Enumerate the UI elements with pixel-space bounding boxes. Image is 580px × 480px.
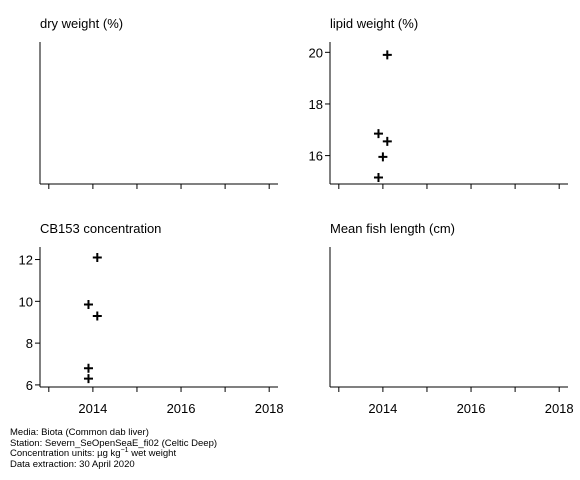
data-point	[83, 374, 93, 384]
y-tick-label: 10	[19, 294, 33, 309]
data-point	[373, 129, 383, 139]
chart-panel-3: CB153 concentration 2014 2016 2018 6 8 10 12	[19, 221, 284, 416]
data-point	[378, 152, 388, 162]
chart-panel-4: Mean fish length (cm) 2014 2016 2018	[329, 221, 574, 416]
footer-units-suffix: wet weight	[128, 448, 177, 460]
data-point	[382, 50, 392, 60]
y-tick-label: 8	[26, 336, 33, 351]
footer-media: Media: Biota (Common dab liver)	[10, 427, 149, 438]
data-point	[92, 252, 102, 262]
figure: dry weight (%) lipid weight (%) 16 18 20 CB15…	[19, 16, 574, 416]
y-tick-label: 16	[309, 149, 323, 164]
data-point	[83, 299, 93, 309]
x-tick-label: 2016	[167, 401, 196, 416]
y-tick-label: 6	[26, 378, 33, 393]
chart-panel-1: dry weight (%)	[39, 16, 278, 189]
y-tick-label: 20	[309, 45, 323, 60]
x-tick-label: 2018	[255, 401, 284, 416]
footer-units-exponent: −1	[120, 447, 129, 455]
footer-units-prefix: Concentration units: µg kg	[10, 448, 121, 460]
data-point	[373, 173, 383, 183]
footer-units: Concentration units: µg kg−1 wet weight	[10, 447, 217, 460]
y-tick-label: 18	[309, 97, 323, 112]
footer-extraction: Data extraction: 30 April 2020	[10, 458, 135, 470]
footer-notes: Media: Biota (Common dab liver) Station:…	[10, 427, 218, 470]
data-point	[83, 363, 93, 373]
y-tick-label: 12	[19, 253, 33, 268]
x-tick-label: 2014	[368, 401, 397, 416]
panel-title: lipid weight (%)	[330, 16, 418, 31]
x-tick-label: 2018	[545, 401, 574, 416]
data-point	[382, 136, 392, 146]
footer-station: Station: Severn_SeOpenSeaE_fi02 (Celtic …	[10, 437, 218, 449]
x-tick-label: 2014	[78, 401, 107, 416]
panel-title: CB153 concentration	[40, 221, 161, 236]
chart-panel-2: lipid weight (%) 16 18 20	[309, 16, 568, 189]
x-tick-label: 2016	[457, 401, 486, 416]
panel-title: dry weight (%)	[40, 16, 123, 31]
data-point	[92, 311, 102, 321]
panel-title: Mean fish length (cm)	[330, 221, 455, 236]
